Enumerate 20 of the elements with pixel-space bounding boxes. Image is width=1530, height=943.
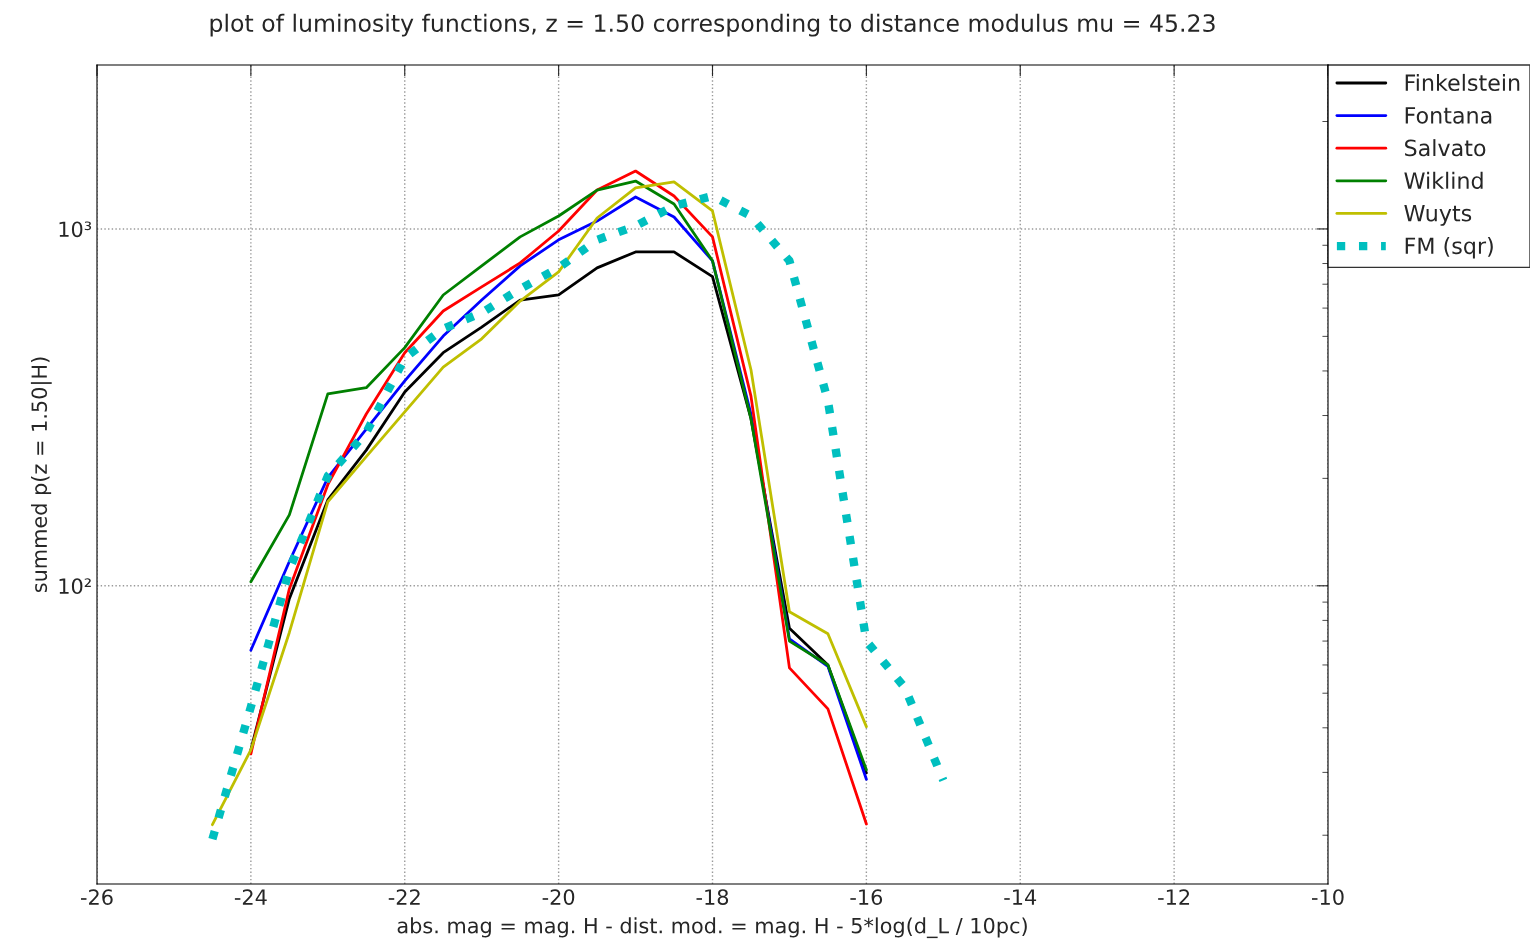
x-tick-label: -10: [1312, 889, 1344, 905]
x-tick-label: -20: [542, 889, 575, 905]
x-tick-label: -26: [81, 889, 113, 905]
x-tick-label: -24: [234, 889, 267, 905]
legend-label: FM (sqr): [1405, 237, 1493, 259]
legend-label: Salvato: [1405, 139, 1486, 157]
legend-label: Wuyts: [1404, 205, 1472, 226]
legend-label: Finkelstein: [1405, 73, 1520, 92]
y-tick-label: 10³: [59, 221, 92, 238]
x-tick-label: -12: [1158, 889, 1190, 905]
y-axis-title: summed p(z = 1.50|H): [30, 357, 52, 593]
y-tick-label: 10²: [59, 578, 91, 595]
x-tick-label: -22: [388, 889, 420, 905]
x-tick-label: -14: [1004, 889, 1037, 905]
legend-label: Wiklind: [1404, 171, 1483, 189]
x-tick-label: -16: [850, 889, 883, 905]
x-axis-title: abs. mag = mag. H - dist. mod. = mag. H - 5*log(d_L / 10pc): [397, 917, 1027, 939]
x-tick-label: -18: [696, 889, 729, 905]
legend-label: Fontana: [1405, 107, 1492, 124]
chart-title: plot of luminosity functions, z = 1.50 corresponding to distance modulus mu = 45.23: [210, 13, 1215, 37]
